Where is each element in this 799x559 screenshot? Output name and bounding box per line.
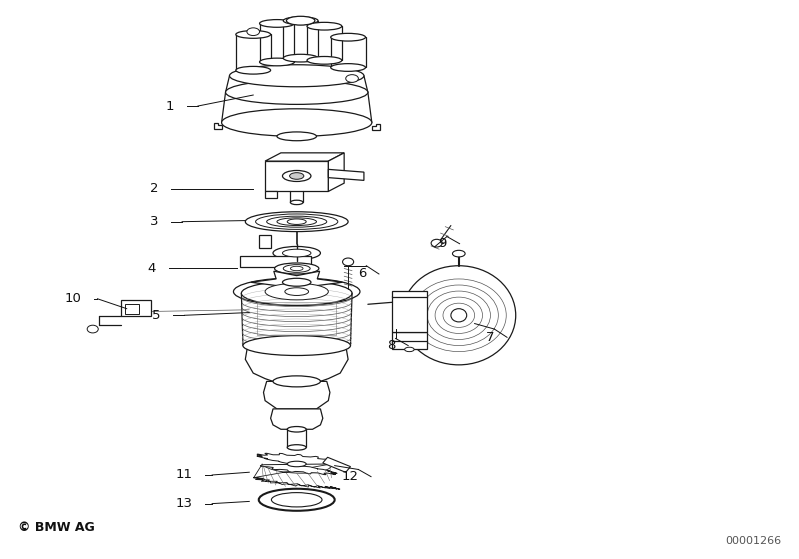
Bar xyxy=(259,235,272,248)
Ellipse shape xyxy=(452,250,465,257)
Ellipse shape xyxy=(236,67,271,74)
Ellipse shape xyxy=(259,489,335,511)
Polygon shape xyxy=(328,169,364,181)
Ellipse shape xyxy=(277,218,316,225)
Ellipse shape xyxy=(260,58,294,66)
Text: © BMW AG: © BMW AG xyxy=(18,521,95,534)
Ellipse shape xyxy=(229,65,364,87)
Ellipse shape xyxy=(233,278,360,305)
Bar xyxy=(392,296,427,332)
Polygon shape xyxy=(213,122,221,129)
Text: 7: 7 xyxy=(486,331,495,344)
Ellipse shape xyxy=(236,31,271,39)
Ellipse shape xyxy=(267,216,327,227)
Ellipse shape xyxy=(283,170,311,182)
Ellipse shape xyxy=(402,266,515,365)
Polygon shape xyxy=(265,161,328,191)
Text: 5: 5 xyxy=(153,309,161,322)
Polygon shape xyxy=(271,409,323,429)
Ellipse shape xyxy=(285,288,308,296)
Bar xyxy=(392,291,427,297)
Bar xyxy=(392,332,427,343)
Text: 4: 4 xyxy=(148,262,156,275)
Ellipse shape xyxy=(275,263,319,274)
Ellipse shape xyxy=(283,249,311,257)
Ellipse shape xyxy=(272,492,322,507)
Ellipse shape xyxy=(287,219,306,224)
Bar xyxy=(257,301,336,335)
Ellipse shape xyxy=(284,264,310,272)
Text: 11: 11 xyxy=(175,468,193,481)
Text: 6: 6 xyxy=(358,268,366,281)
Ellipse shape xyxy=(284,17,318,25)
Ellipse shape xyxy=(283,278,311,286)
Bar xyxy=(121,300,151,316)
Bar xyxy=(392,341,427,349)
Text: 12: 12 xyxy=(341,470,359,483)
Ellipse shape xyxy=(289,173,304,179)
Bar xyxy=(240,256,311,267)
Polygon shape xyxy=(256,453,337,475)
Ellipse shape xyxy=(431,239,442,247)
Ellipse shape xyxy=(290,266,303,271)
Ellipse shape xyxy=(346,75,359,82)
Ellipse shape xyxy=(221,109,372,136)
Ellipse shape xyxy=(307,22,342,30)
Ellipse shape xyxy=(343,258,354,266)
Text: 10: 10 xyxy=(65,292,81,305)
Ellipse shape xyxy=(286,16,315,25)
Ellipse shape xyxy=(290,200,303,205)
Ellipse shape xyxy=(265,283,328,300)
Ellipse shape xyxy=(307,56,342,64)
Polygon shape xyxy=(251,271,343,293)
Ellipse shape xyxy=(245,212,348,231)
Text: 9: 9 xyxy=(439,237,447,250)
Polygon shape xyxy=(328,153,344,191)
Ellipse shape xyxy=(241,281,352,305)
Ellipse shape xyxy=(247,28,260,36)
Text: 8: 8 xyxy=(388,339,396,352)
Polygon shape xyxy=(372,124,380,130)
Ellipse shape xyxy=(225,80,368,105)
Text: 2: 2 xyxy=(150,182,158,195)
Ellipse shape xyxy=(273,247,320,260)
Ellipse shape xyxy=(277,132,316,141)
Ellipse shape xyxy=(331,34,365,41)
Ellipse shape xyxy=(256,214,338,229)
Text: 1: 1 xyxy=(165,100,174,112)
Polygon shape xyxy=(264,381,330,409)
Ellipse shape xyxy=(287,445,306,450)
Text: 3: 3 xyxy=(150,215,158,228)
Polygon shape xyxy=(323,457,351,472)
Ellipse shape xyxy=(287,427,306,432)
Polygon shape xyxy=(265,191,277,198)
Ellipse shape xyxy=(331,64,365,72)
Ellipse shape xyxy=(451,309,467,322)
Ellipse shape xyxy=(404,347,414,352)
Ellipse shape xyxy=(87,325,98,333)
Ellipse shape xyxy=(287,461,306,467)
Text: 00001266: 00001266 xyxy=(725,536,781,546)
Text: 13: 13 xyxy=(175,497,193,510)
Polygon shape xyxy=(245,345,348,381)
Polygon shape xyxy=(265,153,344,161)
Ellipse shape xyxy=(273,376,320,387)
Bar xyxy=(125,304,139,314)
Polygon shape xyxy=(253,464,340,489)
Ellipse shape xyxy=(284,54,318,62)
Ellipse shape xyxy=(243,335,351,356)
Ellipse shape xyxy=(260,20,294,27)
